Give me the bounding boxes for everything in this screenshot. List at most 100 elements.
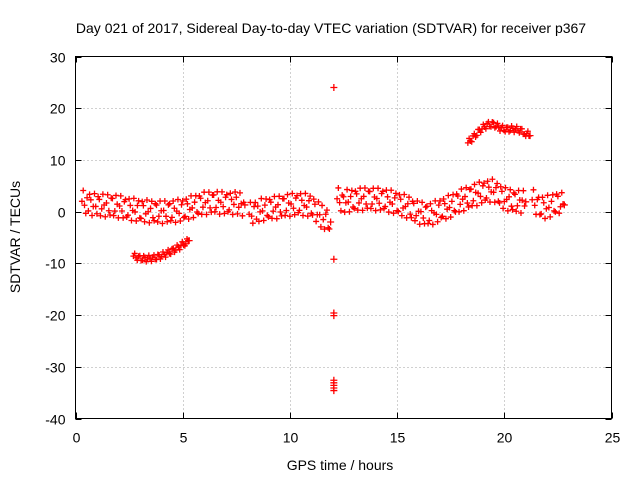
data-point — [143, 196, 150, 203]
data-point — [205, 189, 212, 196]
data-point — [233, 194, 240, 201]
data-point — [530, 186, 537, 193]
data-point — [491, 124, 498, 131]
data-point — [369, 200, 376, 207]
data-point — [151, 217, 158, 224]
data-point — [540, 199, 547, 206]
data-point — [511, 129, 518, 136]
data-point — [239, 212, 246, 219]
data-point — [560, 201, 568, 209]
data-point — [458, 186, 465, 193]
data-point — [376, 200, 383, 207]
data-point — [448, 198, 455, 205]
data-point — [291, 211, 298, 218]
data-point — [207, 204, 214, 211]
data-point — [124, 212, 131, 219]
series-arc-high — [464, 118, 532, 146]
data-point — [219, 188, 226, 195]
data-point — [316, 211, 323, 218]
data-point — [264, 212, 271, 219]
data-point — [426, 217, 433, 224]
data-point — [482, 125, 489, 132]
data-point — [311, 201, 318, 208]
y-tick-label: -40 — [45, 412, 65, 428]
data-point — [382, 203, 389, 210]
data-point — [531, 202, 538, 209]
data-point — [252, 199, 259, 206]
data-point — [461, 193, 468, 200]
data-point — [384, 193, 391, 200]
data-point — [270, 208, 277, 215]
data-point — [130, 195, 137, 202]
data-point — [135, 197, 142, 204]
data-point — [148, 258, 155, 265]
data-point — [509, 206, 516, 213]
data-point — [479, 182, 486, 189]
data-point — [132, 208, 139, 215]
data-point — [508, 203, 515, 210]
data-point — [203, 211, 210, 218]
data-point — [179, 197, 186, 204]
data-point — [199, 204, 206, 211]
data-point — [542, 215, 549, 222]
data-point — [536, 211, 543, 218]
data-point — [165, 246, 172, 253]
data-point — [435, 202, 442, 209]
data-point — [410, 200, 417, 207]
data-point — [325, 224, 332, 231]
y-tick-label: -10 — [45, 256, 65, 272]
data-point — [168, 214, 175, 221]
data-point — [336, 199, 343, 206]
data-point — [159, 220, 166, 227]
data-point — [467, 137, 474, 144]
data-point — [517, 209, 524, 216]
data-point — [518, 125, 525, 132]
data-point — [177, 218, 184, 225]
data-point-outlier — [330, 255, 338, 263]
data-point — [139, 198, 146, 205]
x-tick-label: 15 — [390, 430, 406, 446]
data-point — [363, 200, 370, 207]
data-point — [167, 251, 174, 258]
data-point — [168, 245, 175, 252]
data-point — [87, 196, 94, 203]
data-point — [353, 190, 360, 197]
data-point — [529, 196, 536, 203]
data-point — [548, 198, 555, 205]
data-point — [473, 202, 480, 209]
data-point — [522, 198, 530, 206]
data-point — [220, 203, 227, 210]
data-point — [223, 191, 230, 198]
data-point — [496, 199, 503, 206]
data-point — [95, 193, 102, 200]
data-point — [413, 212, 420, 219]
data-point — [504, 124, 511, 131]
data-point — [498, 188, 505, 195]
data-point — [149, 214, 156, 221]
data-point — [105, 207, 112, 214]
data-point — [78, 198, 85, 205]
data-point — [556, 210, 563, 217]
data-point — [551, 207, 558, 214]
data-point — [392, 190, 399, 197]
data-point — [170, 197, 177, 204]
data-point — [538, 210, 545, 217]
data-point-outlier — [330, 387, 338, 395]
x-tick-labels: 0 5 10 15 20 25 — [73, 430, 621, 446]
data-point — [340, 193, 347, 200]
data-point — [254, 203, 261, 210]
data-point — [394, 207, 401, 214]
data-point — [176, 246, 183, 253]
data-point — [226, 206, 233, 213]
chart-title: Day 021 of 2017, Sidereal Day-to-day VTE… — [76, 20, 586, 36]
data-point — [210, 191, 217, 198]
data-point — [145, 252, 152, 259]
data-point — [217, 199, 224, 206]
data-point — [502, 184, 509, 191]
data-point — [516, 129, 523, 136]
data-point — [390, 210, 397, 217]
y-axis-title: SDTVAR / TECUs — [7, 181, 23, 293]
data-point — [116, 202, 123, 209]
data-point — [298, 197, 305, 204]
